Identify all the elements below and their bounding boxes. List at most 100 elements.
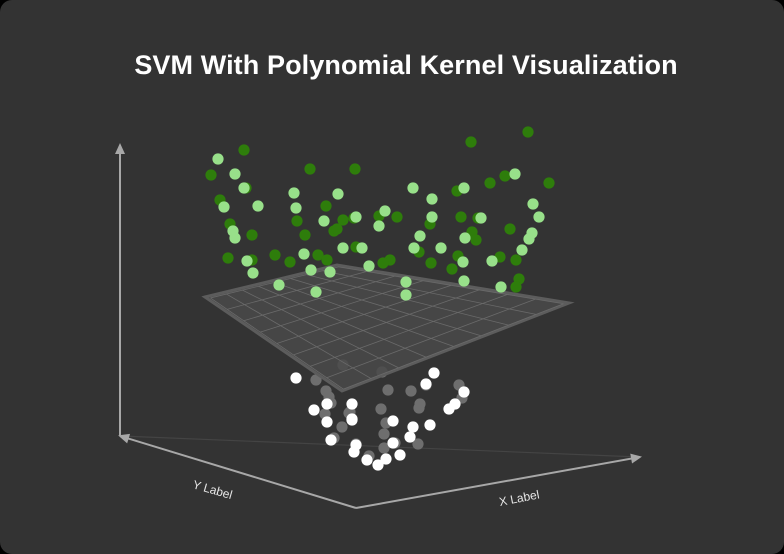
- data-point-positive-near: [407, 182, 419, 194]
- data-point-positive-far: [391, 211, 403, 223]
- data-point-positive-near: [533, 211, 545, 223]
- data-point-positive-near: [486, 255, 498, 267]
- data-point-negative-near: [350, 439, 362, 451]
- data-point-positive-near: [408, 242, 420, 254]
- data-point-positive-far: [238, 144, 250, 156]
- data-point-positive-far: [455, 211, 467, 223]
- data-point-positive-far: [349, 163, 361, 175]
- data-point-positive-far: [205, 169, 217, 181]
- data-point-positive-far: [510, 281, 522, 293]
- x-axis-line: [355, 456, 641, 509]
- data-point-positive-far: [465, 136, 477, 148]
- y-axis-line: [119, 435, 357, 509]
- data-point-negative-far: [378, 442, 390, 454]
- data-point-negative-near: [346, 414, 358, 426]
- data-point-positive-far: [269, 249, 281, 261]
- data-point-negative-near: [394, 449, 406, 461]
- plane-grid-line: [276, 284, 452, 344]
- data-point-positive-near: [400, 289, 412, 301]
- data-point-negative-near: [308, 404, 320, 416]
- data-point-positive-near: [523, 233, 535, 245]
- plane-grid-line: [290, 278, 482, 337]
- data-point-negative-near: [321, 416, 333, 428]
- data-point-negative-near: [458, 386, 470, 398]
- data-point-positive-near: [509, 168, 521, 180]
- data-point-positive-far: [222, 252, 234, 264]
- data-point-positive-far: [543, 177, 555, 189]
- data-point-positive-near: [527, 198, 539, 210]
- chart-title: SVM With Polynomial Kernel Visualization: [134, 50, 678, 80]
- data-point-negative-far: [375, 403, 387, 415]
- data-point-negative-near: [290, 372, 302, 384]
- data-point-positive-far: [321, 254, 333, 266]
- data-point-positive-far: [446, 263, 458, 275]
- data-point-positive-near: [475, 212, 487, 224]
- data-point-negative-near: [407, 421, 419, 433]
- data-point-positive-near: [288, 187, 300, 199]
- data-point-negative-near: [346, 398, 358, 410]
- data-point-negative-far: [310, 374, 322, 386]
- plane-grid-line: [343, 303, 564, 390]
- data-point-positive-near: [516, 244, 528, 256]
- data-point-positive-far: [246, 229, 258, 241]
- data-point-positive-far: [499, 170, 511, 182]
- data-point-positive-near: [414, 230, 426, 242]
- data-point-positive-near: [332, 188, 344, 200]
- data-point-negative-near: [428, 367, 440, 379]
- below-plane-points: [290, 359, 470, 471]
- data-point-positive-near: [458, 275, 470, 287]
- data-point-positive-near: [324, 266, 336, 278]
- data-point-positive-far: [337, 214, 349, 226]
- data-point-positive-far: [312, 249, 324, 261]
- data-point-positive-near: [238, 182, 250, 194]
- data-point-positive-far: [504, 223, 516, 235]
- data-point-positive-near: [229, 168, 241, 180]
- y-axis-arrowhead-icon: [118, 433, 131, 444]
- data-point-positive-near: [379, 205, 391, 217]
- data-point-positive-near: [459, 232, 471, 244]
- data-point-negative-near: [420, 378, 432, 390]
- data-point-positive-near: [318, 215, 330, 227]
- data-point-positive-near: [495, 281, 507, 293]
- data-point-negative-far: [336, 421, 348, 433]
- data-point-negative-near: [321, 398, 333, 410]
- data-point-negative-far: [382, 384, 394, 396]
- plane-grid-line: [338, 266, 564, 305]
- data-point-positive-near: [435, 242, 447, 254]
- data-point-positive-near: [298, 248, 310, 260]
- plane-grid-line: [326, 298, 536, 379]
- plane-grid-line: [293, 289, 480, 356]
- data-point-negative-far: [412, 438, 424, 450]
- data-point-positive-far: [484, 177, 496, 189]
- plane-surface: [201, 263, 575, 393]
- plane-grid-line: [309, 294, 508, 367]
- data-point-negative-near: [387, 415, 399, 427]
- data-point-negative-far: [414, 398, 426, 410]
- data-point-positive-near: [457, 256, 469, 268]
- data-point-positive-far: [425, 257, 437, 269]
- data-point-negative-far: [405, 385, 417, 397]
- data-point-positive-far: [320, 200, 332, 212]
- data-point-positive-near: [310, 286, 322, 298]
- data-point-positive-near: [400, 276, 412, 288]
- data-point-negative-near: [404, 431, 416, 443]
- data-point-positive-near: [241, 255, 253, 267]
- x-axis-arrowhead-icon: [630, 453, 642, 464]
- x-axis-label: X Label: [498, 487, 541, 509]
- data-point-negative-near: [372, 459, 384, 471]
- data-point-negative-far: [378, 428, 390, 440]
- above-plane-points: [205, 126, 555, 301]
- z-axis-arrowhead-icon: [115, 143, 125, 154]
- data-point-negative-near: [325, 434, 337, 446]
- data-point-negative-near: [387, 437, 399, 449]
- data-point-positive-far: [299, 229, 311, 241]
- y-axis-label: Y Label: [191, 477, 234, 502]
- data-point-positive-near: [212, 153, 224, 165]
- front-axes: [118, 433, 642, 509]
- data-point-positive-far: [470, 234, 482, 246]
- data-point-positive-near: [273, 279, 285, 291]
- data-point-positive-near: [373, 220, 385, 232]
- data-point-positive-far: [284, 256, 296, 268]
